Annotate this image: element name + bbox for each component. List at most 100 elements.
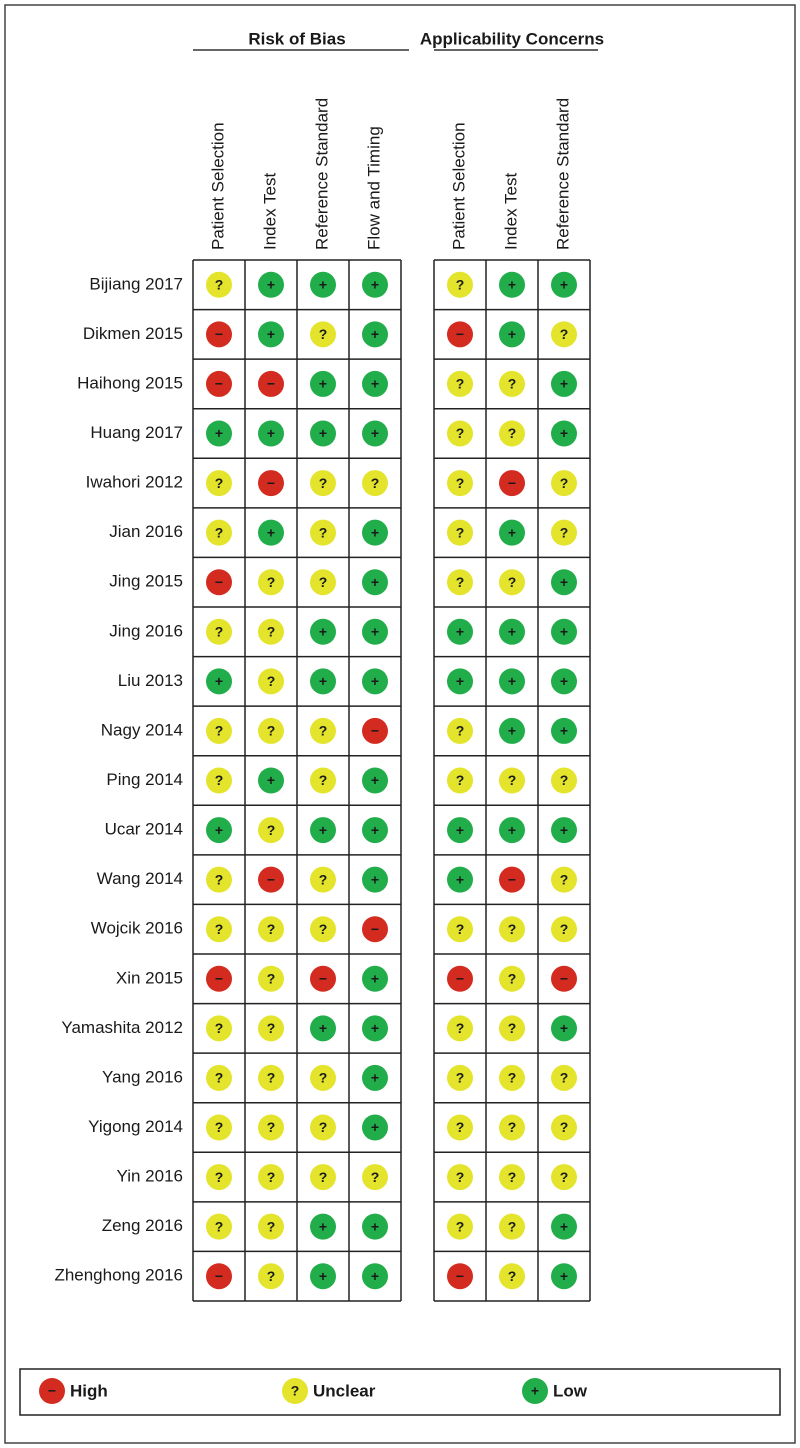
rating-symbol: ? (508, 1169, 517, 1185)
rating-circle (362, 470, 388, 497)
rating-circle (447, 866, 473, 893)
rating-circle (499, 321, 525, 348)
rating-symbol: − (215, 574, 223, 590)
rating-symbol: + (456, 822, 464, 838)
rating-circle (206, 767, 232, 794)
rating-circle (447, 321, 473, 348)
rating-symbol: + (319, 673, 327, 689)
rating-symbol: − (456, 326, 464, 342)
rating-circle (310, 569, 336, 596)
rating-circle (206, 1015, 232, 1042)
study-label: Xin 2015 (116, 968, 183, 987)
rating-symbol: + (215, 425, 223, 441)
rating-symbol: + (371, 276, 379, 292)
rating-circle (206, 1213, 232, 1240)
rating-circle (447, 519, 473, 546)
rating-symbol: ? (319, 574, 328, 590)
rating-symbol: + (267, 276, 275, 292)
rating-circle (258, 618, 284, 645)
rating-circle (206, 569, 232, 596)
rating-symbol: ? (319, 1070, 328, 1086)
column-header: Reference Standard (553, 98, 572, 250)
rating-symbol: + (508, 623, 516, 639)
rating-symbol: ? (215, 276, 224, 292)
rating-symbol: + (371, 772, 379, 788)
rating-circle (551, 1114, 577, 1141)
rating-symbol: − (560, 970, 568, 986)
rating-symbol: ? (508, 1268, 517, 1284)
rating-symbol: ? (560, 326, 569, 342)
group-title: Applicability Concerns (420, 29, 604, 48)
rating-circle (499, 1164, 525, 1191)
rating-symbol: + (319, 425, 327, 441)
rating-symbol: ? (508, 1020, 517, 1036)
rating-symbol: + (319, 623, 327, 639)
rating-symbol: + (371, 574, 379, 590)
rating-symbol: − (215, 1268, 223, 1284)
rating-circle (206, 916, 232, 943)
rating-symbol: + (560, 276, 568, 292)
rating-circle (499, 470, 525, 497)
rating-symbol: + (371, 524, 379, 540)
rating-symbol: ? (267, 921, 276, 937)
rating-symbol: + (267, 425, 275, 441)
rating-symbol: + (508, 723, 516, 739)
rating-circle (258, 916, 284, 943)
rating-symbol: − (508, 871, 516, 887)
rating-circle (310, 519, 336, 546)
rating-circle (206, 519, 232, 546)
rating-circle (310, 618, 336, 645)
rating-symbol: ? (560, 871, 569, 887)
column-header: Patient Selection (208, 122, 227, 250)
study-label: Ping 2014 (106, 770, 183, 789)
rating-symbol: ? (456, 723, 465, 739)
rating-symbol: ? (456, 1020, 465, 1036)
rating-circle (551, 767, 577, 794)
column-header: Flow and Timing (364, 126, 383, 250)
rating-symbol: + (371, 822, 379, 838)
rating-circle (551, 1213, 577, 1240)
rating-symbol: + (371, 1070, 379, 1086)
rating-circle (310, 420, 336, 447)
rating-circle (206, 420, 232, 447)
rating-circle (447, 916, 473, 943)
rating-circle (310, 271, 336, 298)
rating-symbol: + (215, 673, 223, 689)
legend-label: High (70, 1381, 108, 1400)
rating-circle (362, 1164, 388, 1191)
rating-symbol: − (215, 970, 223, 986)
rating-circle (258, 519, 284, 546)
rating-symbol: + (508, 276, 516, 292)
rating-circle (310, 1015, 336, 1042)
rating-circle (551, 866, 577, 893)
rating-symbol: + (371, 1020, 379, 1036)
rating-symbol: + (560, 1218, 568, 1234)
study-label: Yamashita 2012 (61, 1018, 183, 1037)
rating-symbol: ? (319, 921, 328, 937)
rating-symbol: + (560, 1020, 568, 1036)
rating-symbol: ? (319, 871, 328, 887)
rating-symbol: + (508, 326, 516, 342)
rating-circle (310, 916, 336, 943)
rating-circle (551, 370, 577, 397)
rating-circle (551, 470, 577, 497)
rating-circle (206, 1263, 232, 1290)
legend-symbol: − (48, 1383, 56, 1399)
rating-circle (499, 569, 525, 596)
rating-circle (258, 470, 284, 497)
rating-circle (447, 470, 473, 497)
rating-circle (362, 1213, 388, 1240)
rating-circle (551, 717, 577, 744)
rating-symbol: + (371, 425, 379, 441)
rating-circle (310, 321, 336, 348)
rating-circle (551, 1015, 577, 1042)
rating-symbol: ? (319, 723, 328, 739)
rating-symbol: ? (215, 1169, 224, 1185)
legend-circle (522, 1378, 548, 1404)
rating-circle (362, 370, 388, 397)
study-label: Ucar 2014 (105, 820, 183, 839)
rating-circle (258, 767, 284, 794)
rating-circle (206, 618, 232, 645)
rating-circle (310, 668, 336, 695)
rating-symbol: + (508, 822, 516, 838)
